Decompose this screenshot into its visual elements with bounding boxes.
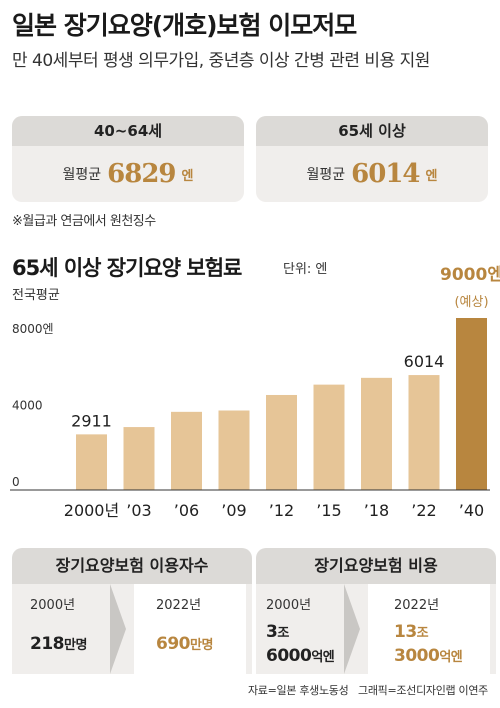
bar [361, 377, 392, 490]
premium-bar-chart: 0 4000 8000엔 2000년 2911 ’03 ’06 ’09 ’12 ’15 ’18 ’22… [10, 265, 500, 520]
bar [266, 394, 297, 490]
x-tick-label: ’12 [269, 501, 294, 520]
premium-unit: 엔 [181, 168, 194, 184]
cost-from-unit-2: 억엔 [311, 650, 335, 665]
arrow-icon [344, 584, 360, 674]
cost-to-year: 2022년 [394, 598, 440, 613]
premium-amount: 6014 [351, 159, 420, 189]
x-tick-label: ’18 [364, 501, 389, 520]
chart-subtitle: 전국평균 [12, 288, 60, 303]
cost-to-value-line2: 3000억엔 [394, 646, 463, 666]
bar [313, 384, 345, 490]
premium-label: 월평균 [306, 167, 346, 183]
cost-from-value-line1: 3조 [266, 622, 289, 642]
premium-card-body: 월평균 6014 엔 [256, 146, 488, 202]
data-label: 9000엔 [440, 265, 500, 285]
users-from-number: 218 [30, 634, 65, 654]
cost-from-year: 2000년 [266, 598, 312, 613]
cost-from-number-2: 6000 [266, 646, 312, 666]
cost-to-column: 2022년 13조 3000억엔 [368, 584, 490, 674]
page-title: 일본 장기요양(개호)보험 이모저모 [12, 11, 357, 40]
users-to-unit: 만명 [190, 638, 213, 653]
users-to-number: 690 [156, 634, 191, 654]
premium-card-body: 월평균 6829 엔 [12, 146, 244, 202]
graphic-credit: 그래픽=조선디자인랩 이연주 [358, 684, 488, 697]
x-tick-label: ’09 [221, 501, 246, 520]
premium-unit: 엔 [425, 168, 438, 184]
bar [123, 427, 155, 490]
x-tick-label: 2000년 [64, 501, 119, 520]
users-to-column: 2022년 690만명 [134, 584, 246, 674]
cost-from-unit-1: 조 [277, 626, 289, 641]
y-tick-label: 4000 [12, 399, 43, 413]
users-to-year: 2022년 [156, 598, 202, 613]
premium-card-40-64: 40~64세 월평균 6829 엔 [12, 116, 244, 202]
premium-amount: 6829 [107, 159, 176, 189]
cost-from-column: 2000년 3조 6000억엔 [266, 584, 354, 674]
bar [218, 410, 250, 490]
source-credit: 자료=일본 후생노동성 그래픽=조선디자인랩 이연주 [10, 682, 488, 698]
bar [171, 411, 202, 490]
data-label: 6014 [404, 352, 445, 371]
cost-from-value-line2: 6000억엔 [266, 646, 335, 666]
bar [408, 375, 440, 490]
chart-unit: 단위: 엔 [283, 262, 328, 277]
x-tick-label: ’03 [126, 501, 151, 520]
arrow-icon [110, 584, 126, 674]
cost-panel-body: 2000년 3조 6000억엔 2022년 13조 3000억엔 [256, 584, 496, 674]
bar [456, 318, 487, 490]
premium-card-header: 65세 이상 [256, 116, 488, 146]
users-panel-body: 2000년 218만명 2022년 690만명 [12, 584, 252, 674]
y-tick-label: 8000엔 [12, 322, 54, 336]
users-from-year: 2000년 [30, 598, 76, 613]
users-from-value: 218만명 [30, 634, 87, 654]
x-tick-label: ’06 [174, 501, 199, 520]
source-text: 자료=일본 후생노동성 [247, 684, 349, 697]
users-to-value: 690만명 [156, 634, 213, 654]
cost-to-unit-2: 억엔 [439, 650, 463, 665]
x-tick-label: ’40 [459, 501, 484, 520]
x-tick-label: ’22 [411, 501, 436, 520]
bar [76, 434, 107, 490]
users-from-unit: 만명 [64, 638, 87, 653]
x-tick-label: ’15 [316, 501, 341, 520]
users-from-column: 2000년 218만명 [22, 584, 110, 674]
cost-from-number-1: 3 [266, 622, 278, 642]
users-panel-title: 장기요양보험 이용자수 [12, 548, 252, 584]
projected-note: (예상) [454, 295, 488, 310]
users-panel: 장기요양보험 이용자수 2000년 218만명 2022년 690만명 [12, 548, 252, 674]
withholding-note: ※월급과 연금에서 원천징수 [12, 214, 156, 229]
chart-title: 65세 이상 장기요양 보험료 [12, 256, 242, 280]
premium-card-header: 40~64세 [12, 116, 244, 146]
y-tick-label: 0 [12, 475, 20, 489]
cost-to-value-line1: 13조 [394, 622, 429, 642]
page-subtitle: 만 40세부터 평생 의무가입, 중년층 이상 간병 관련 비용 지원 [12, 51, 430, 71]
cost-to-number-2: 3000 [394, 646, 440, 666]
premium-card-65-plus: 65세 이상 월평균 6014 엔 [256, 116, 488, 202]
cost-panel: 장기요양보험 비용 2000년 3조 6000억엔 2022년 13조 3000… [256, 548, 496, 674]
cost-to-unit-1: 조 [416, 626, 429, 641]
data-label: 2911 [71, 411, 112, 430]
cost-panel-title: 장기요양보험 비용 [256, 548, 496, 584]
premium-label: 월평균 [62, 167, 102, 183]
cost-to-number-1: 13 [394, 622, 417, 642]
